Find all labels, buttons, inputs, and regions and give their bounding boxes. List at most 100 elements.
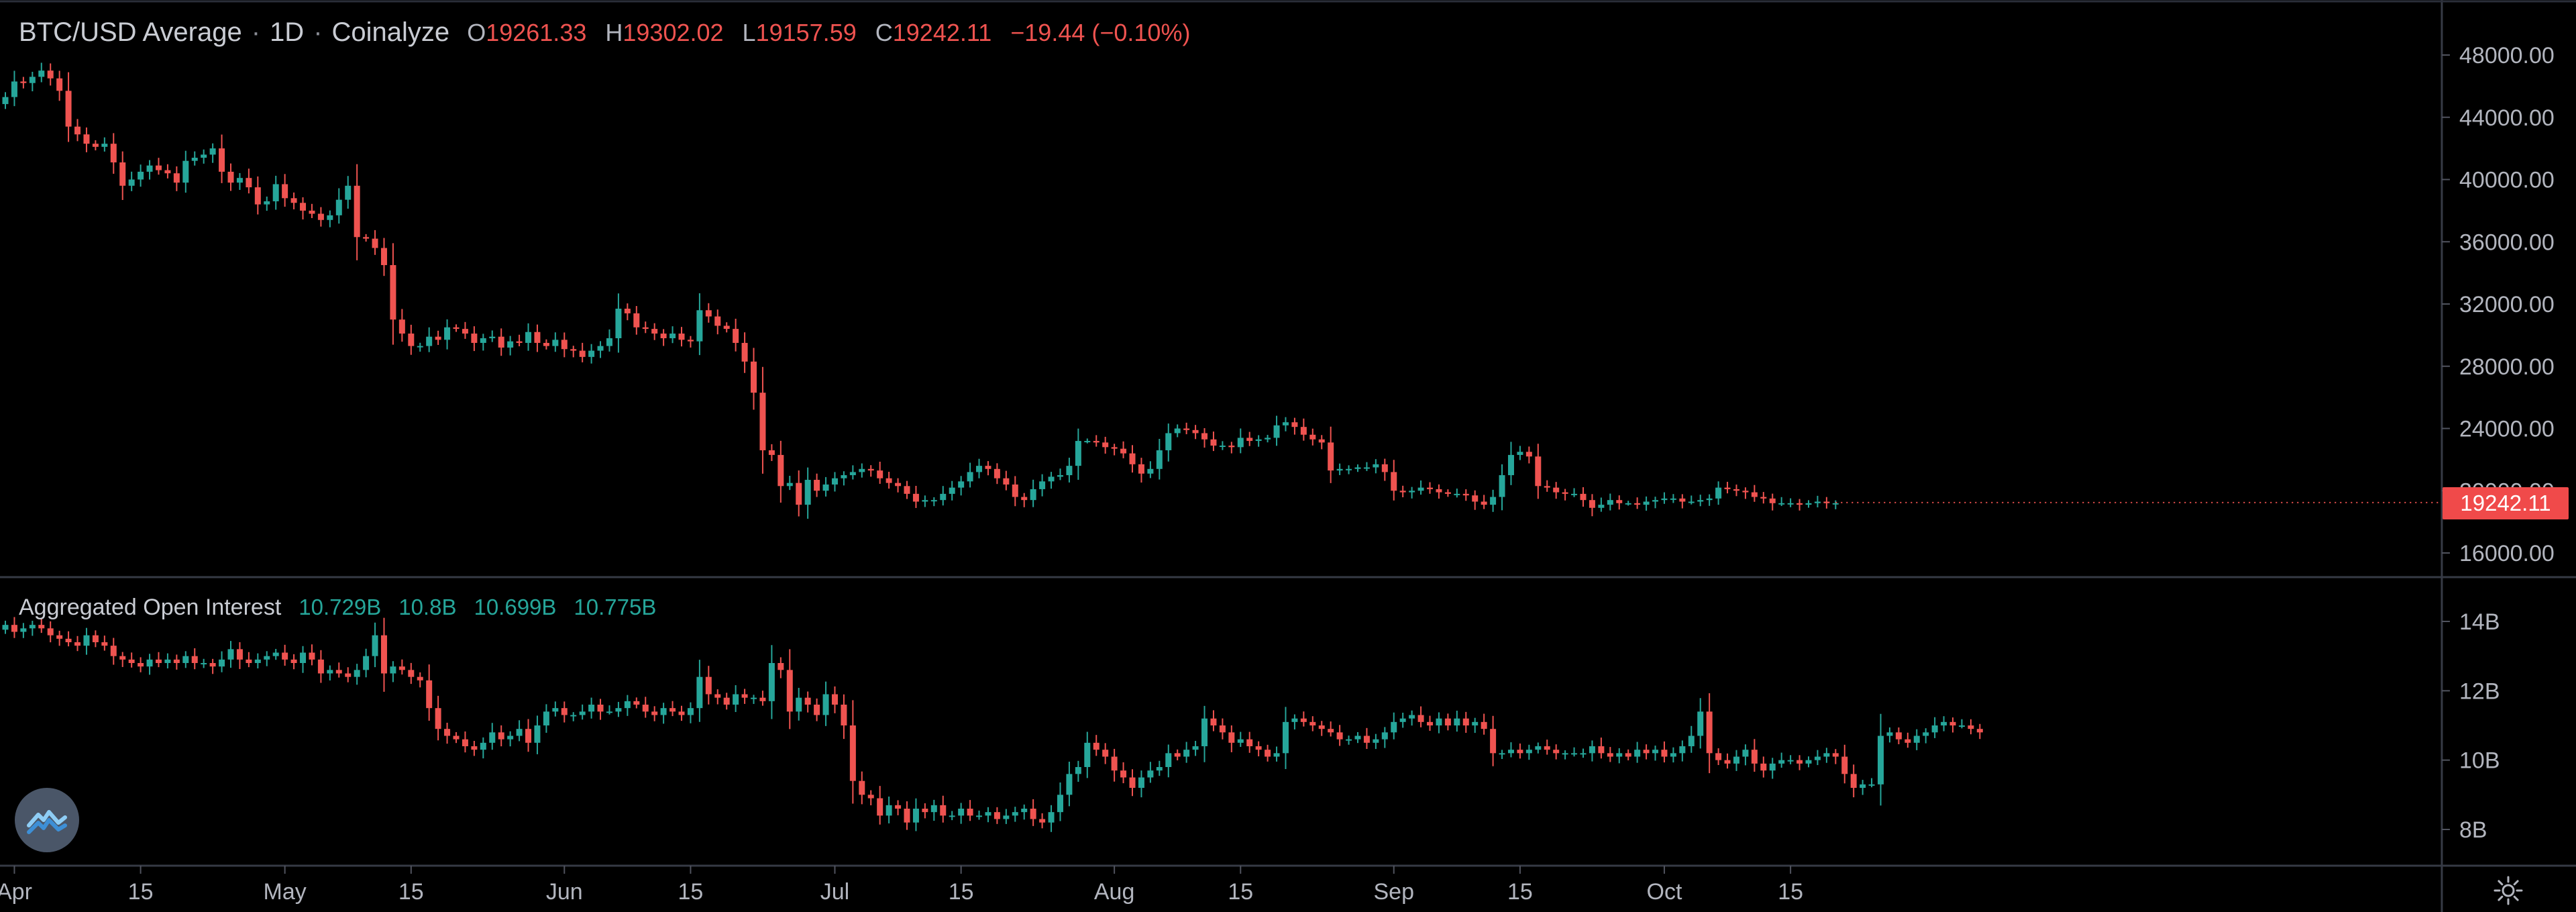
change-value: −19.44 (−0.10%) (1010, 19, 1191, 46)
candle-up (1265, 438, 1271, 440)
xtick-label: 15 (1228, 879, 1253, 905)
xtick-label: 15 (678, 879, 704, 905)
candle-up (1958, 725, 1965, 727)
candle-down (56, 635, 63, 639)
candle-down (633, 701, 640, 705)
candle-down (380, 635, 387, 674)
indicator-title[interactable]: Aggregated Open Interest (19, 595, 282, 620)
candle-up (29, 77, 36, 83)
candle-down (1643, 750, 1650, 754)
candle-down (561, 340, 568, 350)
candle-up (1931, 725, 1938, 733)
candle-down (1120, 448, 1127, 454)
candle-up (1354, 736, 1361, 740)
candle-up (489, 336, 496, 339)
candle-up (1066, 774, 1073, 795)
candle-up (1039, 481, 1046, 489)
candle-up (930, 500, 937, 502)
candle-up (1336, 468, 1343, 471)
candle-down (471, 746, 478, 750)
candle-down (1968, 725, 1974, 729)
candle-down (1444, 492, 1451, 494)
interval-label[interactable]: 1D (270, 17, 305, 47)
candle-up (1273, 753, 1280, 757)
candle-down (1309, 721, 1316, 725)
candle-up (182, 656, 189, 663)
candle-up (138, 171, 144, 180)
candle-up (1174, 428, 1181, 434)
candle-up (1409, 715, 1415, 719)
candle-up (1643, 501, 1650, 505)
candle-down (1210, 439, 1217, 446)
candle-down (1336, 732, 1343, 740)
candle-up (1084, 441, 1091, 443)
candle-down (831, 694, 838, 705)
candle-up (128, 179, 135, 186)
candle-up (1057, 475, 1063, 477)
gear-icon[interactable] (2492, 874, 2524, 907)
candle-up (606, 338, 612, 346)
candle-down (417, 676, 423, 680)
symbol-title[interactable]: BTC/USD Average (19, 17, 242, 47)
candle-down (354, 185, 360, 238)
candle-down (74, 642, 81, 646)
candle-up (327, 670, 333, 674)
price-series (2, 62, 1839, 519)
candle-up (1733, 756, 1739, 764)
candle-down (110, 646, 117, 656)
candle-up (1715, 487, 1722, 499)
xtick-label: Sep (1374, 879, 1415, 905)
candle-down (534, 332, 541, 343)
candle-down (408, 334, 415, 346)
candle-up (272, 184, 279, 201)
candle-up (264, 656, 270, 660)
candle-down (714, 694, 721, 698)
candle-down (543, 342, 549, 346)
candle-down (714, 316, 721, 326)
candle-up (417, 346, 423, 348)
candle-down (877, 798, 883, 816)
candle-up (1030, 489, 1036, 501)
candle-down (363, 237, 370, 239)
candle-down (462, 739, 468, 746)
candle-up (552, 340, 559, 346)
xtick-label: Apr (0, 879, 32, 905)
candle-down (1661, 750, 1668, 757)
candle-down (74, 126, 81, 135)
candle-up (768, 663, 775, 701)
candle-up (1409, 491, 1415, 493)
candle-down (1318, 439, 1325, 443)
candle-down (173, 173, 180, 183)
coinalyze-logo-icon[interactable] (15, 788, 79, 852)
candle-down (849, 725, 856, 781)
candle-down (101, 642, 108, 646)
candle-up (426, 336, 433, 346)
candle-up (1697, 500, 1704, 502)
candle-down (642, 327, 649, 330)
candle-down (804, 697, 811, 705)
candle-down (435, 336, 441, 340)
candle-up (2, 97, 9, 105)
candle-down (1391, 472, 1397, 491)
candle-up (1138, 777, 1144, 788)
candle-up (1562, 753, 1568, 755)
candle-up (1814, 756, 1821, 760)
candle-up (822, 484, 829, 491)
candle-up (1868, 784, 1875, 786)
candle-up (822, 694, 829, 715)
candle-up (1391, 721, 1397, 733)
candle-up (615, 308, 622, 339)
candle-down (345, 673, 352, 677)
candle-down (1291, 422, 1298, 427)
source-label: Coinalyze (331, 17, 450, 47)
candle-up (1147, 770, 1154, 778)
candle-down (1517, 750, 1523, 754)
price-ytick-label: 44000.00 (2459, 105, 2555, 131)
last-price-badge: 19242.11 (2443, 487, 2569, 519)
candle-up (912, 809, 919, 823)
candle-up (1607, 500, 1613, 505)
candle-up (219, 659, 225, 667)
candle-up (552, 708, 559, 712)
candle-up (335, 199, 342, 215)
